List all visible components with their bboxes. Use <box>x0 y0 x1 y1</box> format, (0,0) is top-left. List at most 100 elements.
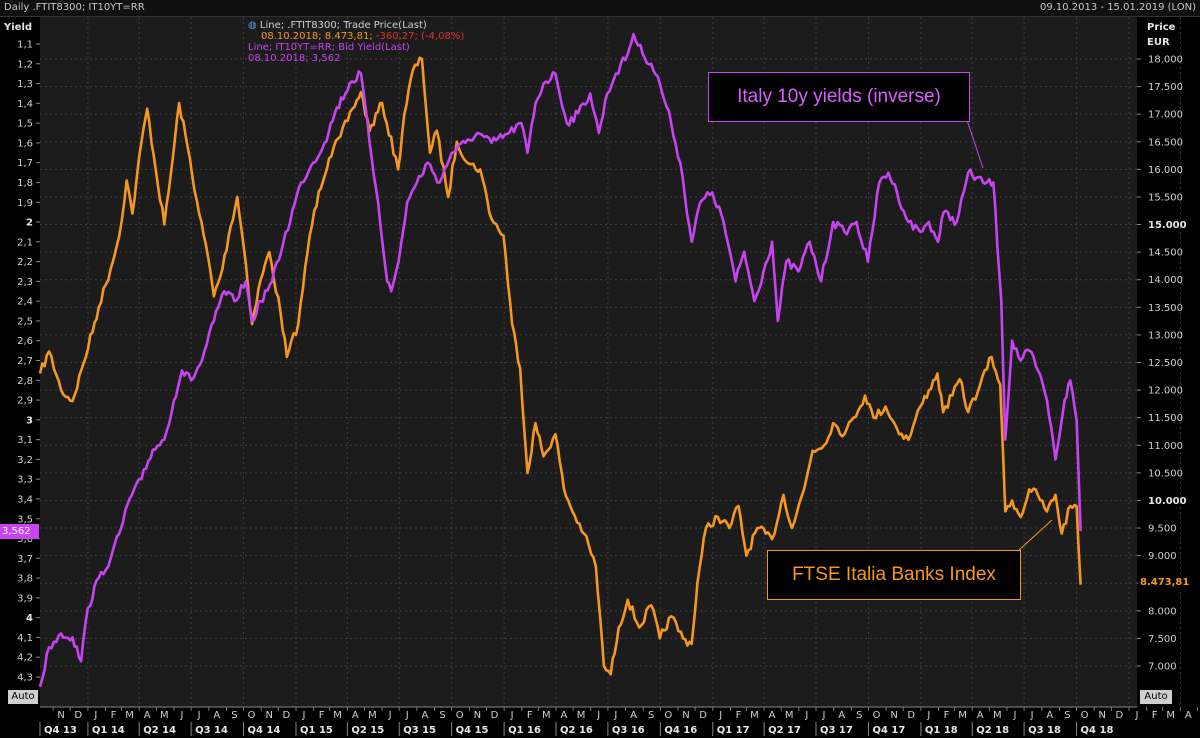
right-tick-label: 13.500 <box>1148 303 1183 314</box>
quarter-label: Q3 16 <box>612 725 645 736</box>
banks-annotation: FTSE Italia Banks Index <box>767 550 1021 600</box>
left-tick-label: 2,3 <box>17 277 33 288</box>
month-tick-label: S <box>648 710 654 721</box>
left-tick-label: 3,1 <box>17 435 33 446</box>
legend-yields-label: Line; IT10YT=RR; Bid Yield(Last) <box>248 42 410 53</box>
month-tick-label: F <box>319 710 325 721</box>
right-tick-label: 8.000 <box>1148 606 1177 617</box>
left-tick-label: 4,2 <box>17 653 33 664</box>
quarter-label: Q2 17 <box>768 725 801 736</box>
month-tick-label: F <box>527 710 533 721</box>
month-tick-label: J <box>926 710 930 721</box>
month-tick-label: M <box>993 710 1002 721</box>
month-tick-label: J <box>822 710 826 721</box>
chart-instruments-label: Daily .FTIT8300; IT10YT=RR <box>4 2 145 13</box>
month-tick-label: M <box>958 710 967 721</box>
left-tick-label: 1,3 <box>17 79 33 90</box>
month-tick-label: J <box>1030 710 1034 721</box>
month-tick-label: O <box>456 710 464 721</box>
left-tick-label: 2,4 <box>17 297 33 308</box>
right-tick-label: 9.000 <box>1148 551 1177 562</box>
quarter-label: Q3 17 <box>820 725 853 736</box>
month-tick-label: A <box>1185 710 1192 721</box>
month-tick-label: S <box>231 710 237 721</box>
month-tick-label: A <box>838 710 845 721</box>
annotation-callouts <box>966 119 1053 552</box>
right-tick-label: 13.000 <box>1148 330 1183 341</box>
left-tick-label: 3,7 <box>17 554 33 565</box>
left-axis-title: Yield <box>3 22 32 33</box>
month-tick-label: J <box>197 710 201 721</box>
left-tick-label: 3 <box>26 415 33 426</box>
quarter-label: Q4 18 <box>1081 725 1114 736</box>
month-tick-label: F <box>736 710 742 721</box>
right-axis-title: Price <box>1147 22 1176 33</box>
month-tick-label: D <box>1115 710 1123 721</box>
month-tick-label: M <box>125 710 134 721</box>
right-tick-label: 16.000 <box>1148 165 1183 176</box>
left-tick-label: 3,2 <box>17 455 33 466</box>
left-tick-label: 2,1 <box>17 237 33 248</box>
right-axis: Price EUR 18.000 17.500 17.000 16.500 16.000 15… <box>1137 22 1187 673</box>
quarter-label: Q3 15 <box>403 725 436 736</box>
auto-scale-left-button[interactable]: Auto <box>8 690 38 704</box>
right-tick-label: 9.500 <box>1148 524 1177 535</box>
right-tick-label: 7.000 <box>1148 662 1177 673</box>
month-tick-label: M <box>785 710 794 721</box>
left-axis: Yield 1,1 1,2 1,3 1,4 1,5 1,6 1,7 1,8 1,9 2 2,1 2,2 2… <box>3 22 40 684</box>
month-tick-label: A <box>352 710 359 721</box>
month-tick-label: J <box>302 710 306 721</box>
month-tick-label: D <box>491 710 499 721</box>
legend-banks-values: 08.10.2018; 8.473,81; -360,27; (-4,08%) <box>248 31 464 42</box>
left-tick-label: 2,2 <box>17 257 33 268</box>
left-tick-label: 3,9 <box>17 593 33 604</box>
month-tick-label: A <box>213 710 220 721</box>
month-tick-label: N <box>474 710 481 721</box>
month-tick-label: M <box>542 710 551 721</box>
auto-scale-right-button[interactable]: Auto <box>1140 690 1172 704</box>
month-tick-label: A <box>144 710 151 721</box>
left-tick-label: 1,9 <box>17 198 33 209</box>
month-tick-label: J <box>613 710 617 721</box>
month-tick-label: D <box>74 710 82 721</box>
left-tick-label: 1,5 <box>17 119 33 130</box>
right-tick-label: 10.500 <box>1148 468 1183 479</box>
month-tick-label: S <box>439 710 445 721</box>
quarter-label: Q2 14 <box>143 725 176 736</box>
legend-banks-header: ◍ Line; .FTIT8300; Trade Price(Last) <box>248 20 464 31</box>
month-tick-label: D <box>282 710 290 721</box>
legend-globe-icon: ◍ <box>248 20 257 31</box>
quarter-label: Q4 16 <box>664 725 697 736</box>
right-tick-label: 11.000 <box>1148 441 1183 452</box>
month-tick-label: J <box>596 710 600 721</box>
left-tick-label: 1,4 <box>17 99 33 110</box>
month-tick-label: N <box>57 710 64 721</box>
yields-annotation: Italy 10y yields (inverse) <box>708 72 970 122</box>
grid <box>40 17 1181 707</box>
chart-date-range: 09.10.2013 - 15.01.2019 (LON) <box>1039 2 1196 13</box>
legend-banks-label: Line; .FTIT8300; Trade Price(Last) <box>259 20 427 31</box>
right-tick-label: 16.500 <box>1148 137 1183 148</box>
yields-callout-line <box>966 119 984 169</box>
quarter-label: Q1 15 <box>300 725 333 736</box>
left-tick-label: 2,7 <box>17 356 33 367</box>
month-tick-label: F <box>1152 710 1158 721</box>
right-tick-label: 15.500 <box>1148 192 1183 203</box>
month-tick-label: J <box>510 710 514 721</box>
legend-banks-date-value: 08.10.2018; 8.473,81; <box>261 31 373 42</box>
left-tick-label: 3,5 <box>17 514 33 525</box>
quarter-label: Q3 14 <box>195 725 228 736</box>
left-tick-label: 1,7 <box>17 158 33 169</box>
right-tick-label: 17.000 <box>1148 110 1183 121</box>
month-tick-label: O <box>1081 710 1089 721</box>
legend-banks-change: -360,27; (-4,08%) <box>372 31 465 42</box>
month-tick-label: O <box>872 710 880 721</box>
month-tick-label: D <box>699 710 707 721</box>
month-tick-label: S <box>1064 710 1070 721</box>
quarter-label: Q1 17 <box>717 725 750 736</box>
month-tick-label: A <box>421 710 428 721</box>
month-tick-label: N <box>682 710 689 721</box>
month-tick-label: M <box>577 710 586 721</box>
month-tick-label: M <box>160 710 169 721</box>
